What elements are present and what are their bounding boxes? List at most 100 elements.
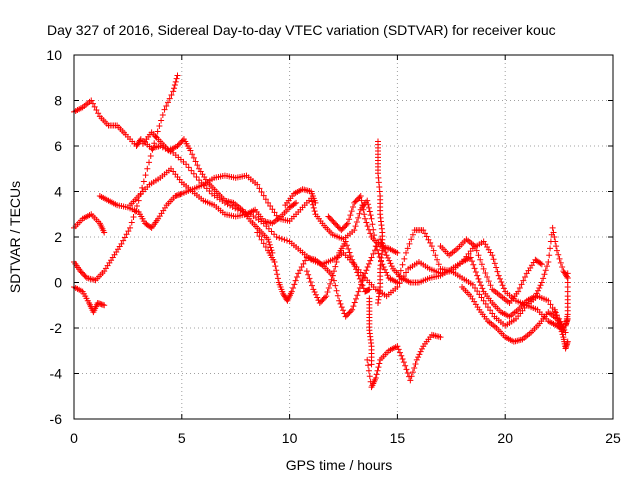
data-point-marker bbox=[478, 261, 485, 268]
data-point-marker bbox=[342, 238, 349, 245]
data-point-marker bbox=[152, 133, 159, 140]
data-point-marker bbox=[177, 140, 184, 147]
data-point-marker bbox=[365, 204, 372, 211]
data-point-marker bbox=[343, 242, 350, 249]
data-point-marker bbox=[375, 250, 382, 257]
data-point-marker bbox=[469, 281, 476, 288]
data-point-marker bbox=[365, 226, 372, 233]
data-point-marker bbox=[555, 317, 562, 324]
data-point-marker bbox=[494, 268, 501, 275]
data-point-marker bbox=[273, 267, 280, 274]
data-point-marker bbox=[559, 331, 566, 338]
x-tick-label: 25 bbox=[605, 430, 621, 446]
data-point-marker bbox=[288, 288, 295, 295]
data-point-marker bbox=[432, 252, 439, 259]
data-point-marker bbox=[357, 193, 364, 200]
x-tick-label: 5 bbox=[178, 430, 186, 446]
data-point-marker bbox=[358, 197, 365, 204]
data-point-marker bbox=[133, 203, 140, 210]
data-point-marker bbox=[353, 266, 360, 273]
y-tick-label: -6 bbox=[50, 411, 63, 427]
data-point-marker bbox=[403, 249, 410, 256]
series-trace-15 bbox=[437, 236, 545, 306]
data-point-marker bbox=[183, 161, 190, 168]
data-point-marker bbox=[538, 261, 545, 268]
data-point-marker bbox=[518, 281, 525, 288]
data-point-marker bbox=[515, 288, 522, 295]
data-point-marker bbox=[367, 257, 374, 264]
data-point-marker bbox=[163, 102, 170, 109]
data-point-marker bbox=[329, 272, 336, 279]
data-point-marker bbox=[388, 263, 395, 270]
data-point-marker bbox=[544, 263, 551, 270]
data-point-marker bbox=[375, 364, 382, 371]
data-point-marker bbox=[368, 254, 375, 261]
y-tick-label: 8 bbox=[54, 93, 62, 109]
data-point-marker bbox=[170, 88, 177, 95]
data-point-marker bbox=[484, 274, 491, 281]
data-point-marker bbox=[371, 247, 378, 254]
data-point-marker bbox=[386, 257, 393, 264]
data-point-marker bbox=[536, 284, 543, 291]
data-point-marker bbox=[418, 345, 425, 352]
data-point-marker bbox=[356, 275, 363, 282]
data-point-marker bbox=[271, 209, 278, 216]
data-point-marker bbox=[472, 269, 479, 276]
data-point-marker bbox=[89, 100, 96, 107]
data-point-marker bbox=[175, 141, 182, 148]
data-point-marker bbox=[350, 259, 357, 266]
data-point-marker bbox=[545, 297, 552, 304]
data-point-marker bbox=[368, 361, 375, 368]
data-point-marker bbox=[266, 241, 273, 248]
data-point-marker bbox=[554, 314, 561, 321]
plot-frame bbox=[73, 54, 614, 420]
data-point-marker bbox=[403, 269, 410, 276]
data-point-marker bbox=[553, 247, 560, 254]
data-point-marker bbox=[77, 268, 84, 275]
data-point-marker bbox=[316, 299, 323, 306]
data-point-marker bbox=[206, 188, 213, 195]
data-point-marker bbox=[130, 213, 137, 220]
data-point-marker bbox=[547, 245, 554, 252]
data-point-marker bbox=[394, 343, 401, 350]
data-point-marker bbox=[128, 219, 135, 226]
data-point-marker bbox=[549, 224, 556, 231]
data-point-marker bbox=[161, 106, 168, 113]
data-point-marker bbox=[140, 178, 147, 185]
data-point-marker bbox=[291, 281, 298, 288]
series-trace-7 bbox=[139, 129, 276, 256]
data-point-marker bbox=[537, 260, 544, 267]
data-point-marker bbox=[545, 259, 552, 266]
data-point-marker bbox=[166, 95, 173, 102]
data-point-marker bbox=[387, 260, 394, 267]
data-point-marker bbox=[365, 367, 372, 374]
data-point-marker bbox=[185, 164, 192, 171]
data-point-marker bbox=[489, 310, 496, 317]
data-point-marker bbox=[91, 103, 98, 110]
data-point-marker bbox=[425, 236, 432, 243]
data-point-marker bbox=[325, 284, 332, 291]
data-point-marker bbox=[397, 267, 404, 274]
data-point-marker bbox=[364, 356, 371, 363]
data-point-marker bbox=[401, 255, 408, 262]
data-point-marker bbox=[154, 128, 161, 135]
data-point-marker bbox=[364, 197, 371, 204]
data-point-marker bbox=[399, 261, 406, 268]
data-point-marker bbox=[369, 221, 376, 228]
data-point-marker bbox=[500, 285, 507, 292]
data-point-marker bbox=[363, 219, 370, 226]
data-point-marker bbox=[179, 137, 186, 144]
data-point-marker bbox=[551, 234, 558, 240]
data-point-marker bbox=[271, 259, 278, 266]
data-point-marker bbox=[293, 274, 300, 281]
data-point-marker bbox=[334, 292, 341, 299]
data-point-marker bbox=[346, 309, 353, 316]
data-point-marker bbox=[101, 229, 108, 236]
data-point-marker bbox=[171, 82, 178, 89]
data-point-marker bbox=[354, 292, 361, 299]
data-point-marker bbox=[296, 267, 303, 274]
data-point-marker bbox=[470, 261, 477, 268]
data-point-marker bbox=[342, 223, 349, 230]
data-point-marker bbox=[558, 328, 565, 335]
data-point-marker bbox=[479, 285, 486, 292]
